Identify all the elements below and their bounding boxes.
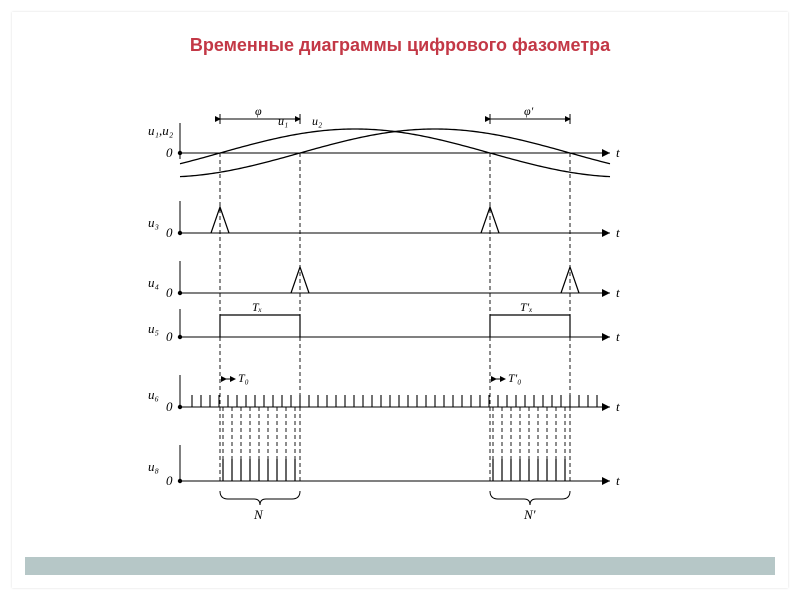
svg-text:u₄: u₄ <box>148 275 160 290</box>
svg-text:t: t <box>616 329 620 344</box>
svg-text:u₆: u₆ <box>148 387 159 402</box>
svg-text:Tₓ: Tₓ <box>252 300 262 314</box>
svg-text:φ: φ <box>255 104 262 118</box>
svg-text:t: t <box>616 399 620 414</box>
svg-text:0: 0 <box>166 399 173 414</box>
svg-text:0: 0 <box>166 473 173 488</box>
svg-text:φ': φ' <box>524 104 534 118</box>
svg-text:u₂: u₂ <box>312 114 322 128</box>
svg-text:u₃: u₃ <box>148 215 159 230</box>
footer-bar <box>25 557 775 575</box>
svg-text:u₈: u₈ <box>148 459 160 474</box>
svg-text:T₀: T₀ <box>238 371 249 385</box>
svg-text:t: t <box>616 473 620 488</box>
svg-text:t: t <box>616 225 620 240</box>
svg-text:N: N <box>253 507 264 522</box>
svg-text:0: 0 <box>166 285 173 300</box>
slide-title: Временные диаграммы цифрового фазометра <box>0 35 800 56</box>
svg-text:0: 0 <box>166 329 173 344</box>
svg-text:T'ₓ: T'ₓ <box>520 300 533 314</box>
svg-text:u₁,u₂: u₁,u₂ <box>148 123 174 138</box>
svg-text:N': N' <box>523 507 536 522</box>
timing-diagram: t0u₁,u₂u₁u₂φφ't0u₃t0u₄t0u₅TₓT'ₓt0u₆T₀T'₀… <box>140 115 660 545</box>
svg-text:T'₀: T'₀ <box>508 371 521 385</box>
svg-text:u₅: u₅ <box>148 321 159 336</box>
svg-text:0: 0 <box>166 145 173 160</box>
svg-text:t: t <box>616 285 620 300</box>
svg-text:u₁: u₁ <box>278 114 288 128</box>
svg-text:0: 0 <box>166 225 173 240</box>
svg-text:t: t <box>616 145 620 160</box>
